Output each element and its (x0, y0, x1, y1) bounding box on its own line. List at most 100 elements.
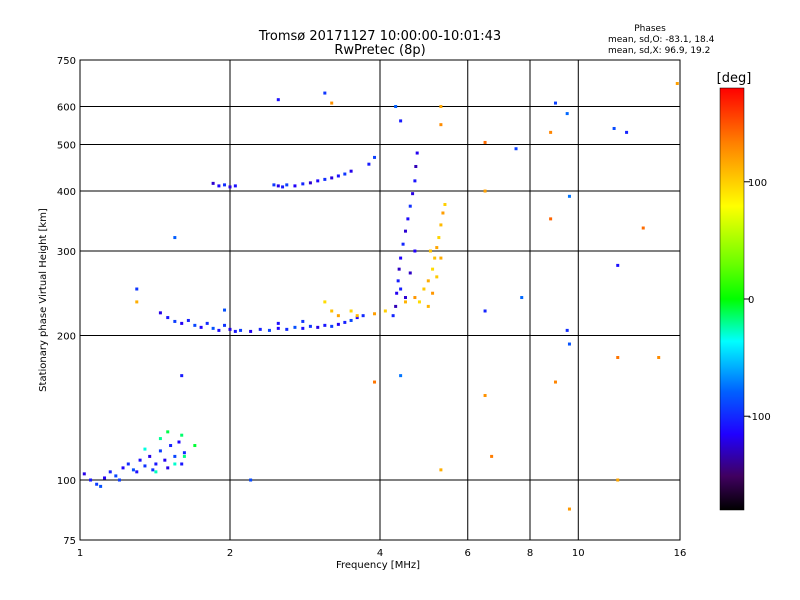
data-point (89, 478, 93, 482)
data-point (403, 296, 407, 300)
data-point (413, 296, 417, 300)
data-point (166, 466, 170, 470)
data-point (625, 130, 629, 134)
x-tick-label: 10 (572, 548, 585, 559)
data-point (228, 185, 232, 189)
data-point (223, 183, 227, 187)
series-f-layer-trace-x- (323, 202, 447, 318)
data-point (99, 484, 103, 488)
data-point (428, 249, 432, 253)
data-point (217, 184, 221, 188)
data-point (103, 476, 107, 480)
data-points (82, 82, 679, 511)
data-point (422, 287, 426, 291)
y-tick-label: 500 (57, 141, 76, 152)
colorbar-tick-label: 100 (748, 178, 767, 189)
series-scattered-echoes (135, 91, 629, 482)
data-point (373, 380, 377, 384)
data-point (177, 440, 181, 444)
data-point (323, 91, 327, 95)
data-point (657, 355, 661, 359)
data-point (367, 162, 371, 166)
data-point (413, 179, 417, 183)
data-point (180, 374, 184, 378)
data-point (233, 184, 237, 188)
data-point (154, 462, 158, 466)
data-point (211, 326, 215, 330)
data-point (437, 236, 441, 240)
data-point (182, 451, 186, 455)
data-point (82, 472, 86, 476)
y-axis: 75 100 200 300 400 500 600 750 (57, 56, 76, 547)
data-point (316, 325, 320, 329)
y-tick-label: 600 (57, 103, 76, 114)
data-point (565, 112, 569, 116)
data-point (612, 126, 616, 130)
data-point (135, 300, 139, 304)
data-point (426, 279, 430, 283)
data-point (138, 458, 142, 462)
data-point (211, 181, 215, 185)
data-point (158, 449, 162, 453)
data-point (135, 287, 139, 291)
data-point (180, 321, 184, 325)
data-point (276, 98, 280, 102)
data-point (169, 444, 173, 448)
data-point (394, 105, 398, 109)
data-point (182, 454, 186, 458)
data-point (166, 316, 170, 320)
data-point (193, 444, 197, 448)
data-point (355, 316, 359, 320)
data-point (276, 184, 280, 188)
data-point (373, 312, 377, 316)
data-point (417, 300, 421, 304)
data-point (323, 323, 327, 327)
data-point (148, 454, 152, 458)
data-point (285, 183, 289, 187)
data-point (330, 309, 334, 313)
y-axis-label: Stationary phase Virtual Height [km] (38, 208, 49, 392)
data-point (439, 223, 443, 227)
data-point (616, 478, 620, 482)
y-tick-label: 300 (57, 247, 76, 258)
colorbar-tick-label: 0 (748, 295, 754, 306)
colorbar-ticks: 100 0 -100 (744, 178, 771, 423)
data-point (199, 325, 203, 329)
data-point (435, 246, 439, 250)
data-point (439, 468, 443, 472)
data-point (383, 309, 387, 313)
data-point (308, 324, 312, 328)
data-point (361, 314, 365, 318)
data-point (411, 192, 415, 196)
series-f-layer-upper-branch-o- (391, 151, 419, 318)
data-point (308, 181, 312, 185)
data-point (180, 433, 184, 437)
data-point (180, 462, 184, 466)
data-point (233, 329, 237, 333)
data-point (223, 323, 227, 327)
data-point (336, 174, 340, 178)
stats-x-line: mean, sd,X: 96.9, 19.2 (608, 46, 710, 56)
data-point (408, 271, 412, 275)
chart-title: Tromsø 20171127 10:00:00-10:01:43 (258, 29, 501, 44)
data-point (330, 101, 334, 105)
x-axis-label: Frequency [MHz] (336, 560, 420, 571)
data-point (293, 184, 297, 188)
data-point (401, 242, 405, 246)
data-point (135, 470, 139, 474)
data-point (406, 217, 410, 221)
data-point (349, 318, 353, 322)
data-point (330, 176, 334, 180)
data-point (415, 151, 419, 155)
x-axis: 1 2 4 6 8 10 16 (77, 548, 687, 559)
data-point (343, 320, 347, 324)
data-point (399, 119, 403, 123)
data-point (483, 309, 487, 313)
data-point (323, 300, 327, 304)
y-tick-label: 200 (57, 332, 76, 343)
data-point (276, 326, 280, 330)
data-point (158, 311, 162, 315)
data-point (394, 304, 398, 308)
y-tick-label: 750 (57, 56, 76, 67)
